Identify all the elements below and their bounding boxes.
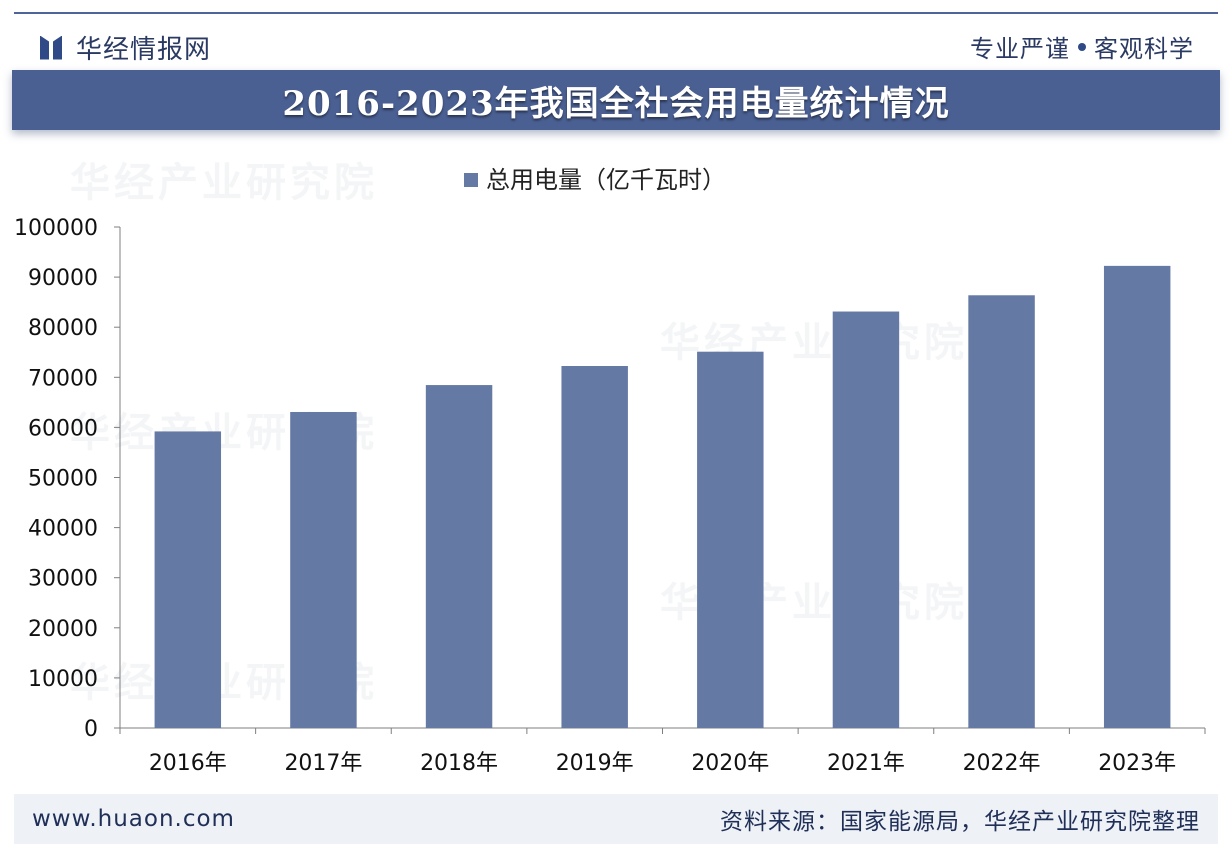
site-link[interactable]: www.huaon.com bbox=[32, 806, 235, 832]
x-tick-label: 2016年 bbox=[149, 751, 227, 776]
bar-2023年 bbox=[1103, 265, 1171, 728]
bar-2018年 bbox=[425, 385, 493, 728]
legend-swatch bbox=[464, 173, 478, 187]
title-band: 2016-2023年我国全社会用电量统计情况 bbox=[12, 70, 1220, 130]
bar-2020年 bbox=[697, 351, 764, 728]
x-tick-label: 2018年 bbox=[420, 751, 498, 776]
y-tick-label: 70000 bbox=[28, 366, 98, 391]
y-tick-label: 20000 bbox=[28, 617, 98, 642]
bar-series bbox=[154, 265, 1171, 728]
chart-title: 2016-2023年我国全社会用电量统计情况 bbox=[282, 83, 950, 124]
y-tick-label: 80000 bbox=[28, 316, 98, 341]
top-bar: 华经情报网 专业严谨 客观科学 bbox=[14, 12, 1218, 72]
brand-logo[interactable]: 华经情报网 bbox=[40, 29, 211, 66]
y-axis: 0 10000 20000 30000 40000 50000 60000 70000 8000… bbox=[14, 216, 121, 742]
y-tick-label: 10000 bbox=[28, 667, 98, 692]
x-tick-label: 2021年 bbox=[827, 751, 905, 776]
legend-label: 总用电量（亿千瓦时） bbox=[486, 166, 726, 194]
slogan-left: 专业严谨 bbox=[970, 35, 1070, 63]
bullet-icon bbox=[1078, 42, 1086, 51]
bar-2017年 bbox=[290, 411, 357, 728]
y-tick-label: 30000 bbox=[28, 567, 98, 592]
x-tick-label: 2017年 bbox=[284, 751, 362, 776]
slogan: 专业严谨 客观科学 bbox=[970, 29, 1194, 64]
y-tick-label: 90000 bbox=[28, 266, 98, 291]
logo-text: 华经情报网 bbox=[76, 35, 212, 65]
bar-chart: 总用电量（亿千瓦时） 0 10000 20000 30000 40000 50000 600… bbox=[14, 166, 1206, 776]
bar-2019年 bbox=[561, 366, 628, 728]
y-tick-label: 40000 bbox=[28, 517, 98, 542]
footer: www.huaon.com 资料来源：国家能源局，华经产业研究院整理 bbox=[14, 794, 1218, 844]
y-tick-label: 100000 bbox=[14, 216, 98, 241]
chart-area: 总用电量（亿千瓦时） 0 10000 20000 30000 40000 50000 600… bbox=[0, 140, 1232, 790]
slogan-right: 客观科学 bbox=[1094, 35, 1194, 63]
x-tick-label: 2019年 bbox=[556, 751, 634, 776]
x-tick-label: 2022年 bbox=[963, 751, 1041, 776]
x-tick-label: 2020年 bbox=[691, 751, 769, 776]
y-tick-label: 50000 bbox=[28, 467, 98, 492]
x-axis: 2016年 2017年 2018年 2019年 2020年 2021年 2022年 2023年 bbox=[119, 727, 1206, 776]
source-note: 资料来源：国家能源局，华经产业研究院整理 bbox=[720, 809, 1200, 835]
x-tick-label: 2023年 bbox=[1098, 751, 1176, 776]
chart-legend: 总用电量（亿千瓦时） bbox=[464, 166, 726, 194]
bar-2016年 bbox=[154, 431, 222, 728]
y-tick-label: 60000 bbox=[28, 416, 98, 441]
logo-icon bbox=[40, 36, 62, 60]
bar-2022年 bbox=[968, 295, 1035, 728]
bar-2021年 bbox=[832, 311, 900, 728]
y-tick-label: 0 bbox=[84, 717, 98, 742]
